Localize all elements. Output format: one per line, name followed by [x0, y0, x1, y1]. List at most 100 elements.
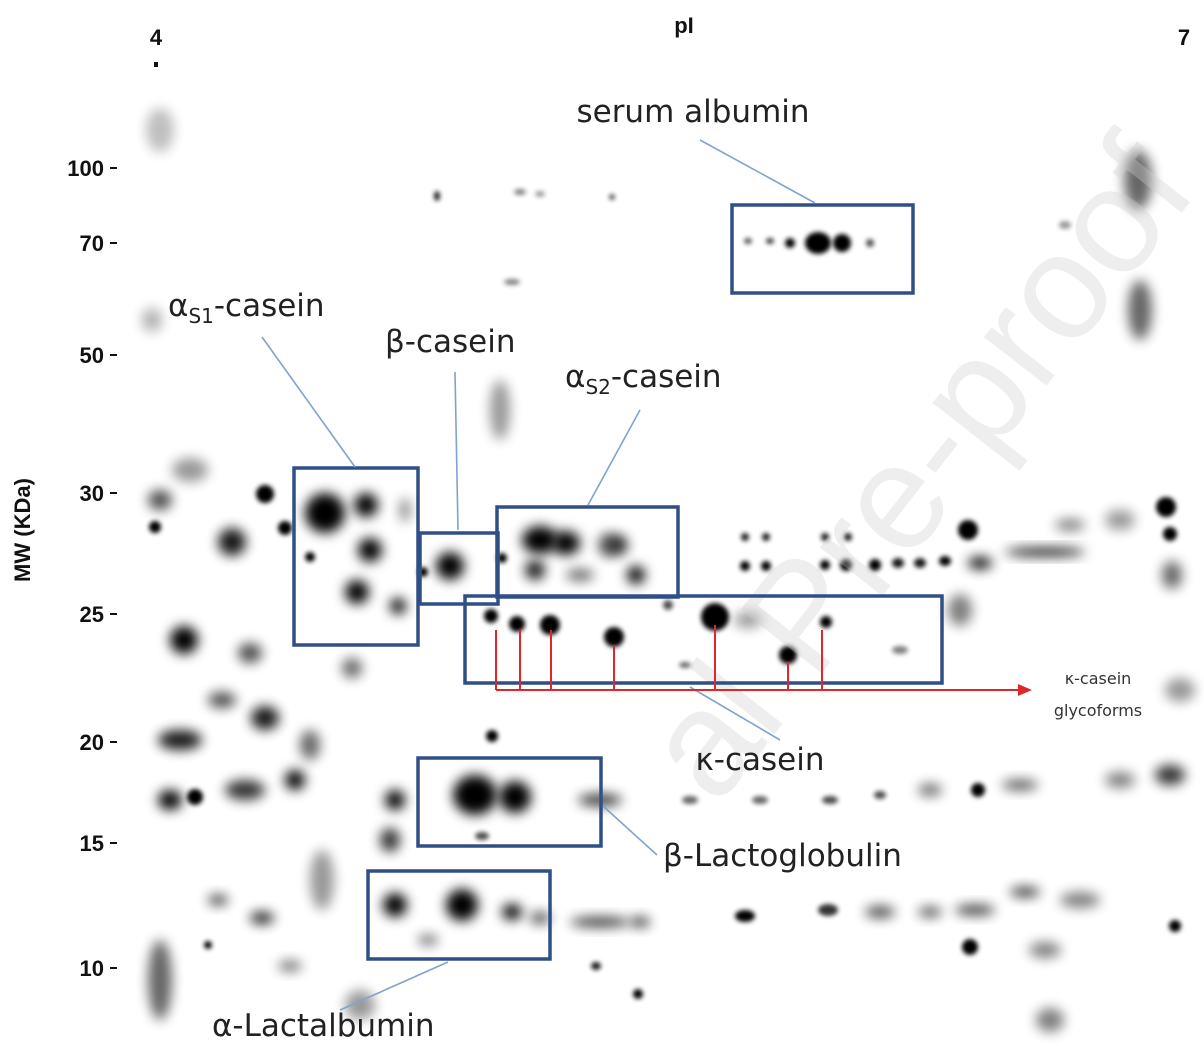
- spot: [148, 490, 172, 510]
- spot: [342, 658, 362, 678]
- spot: [383, 893, 407, 917]
- spot: [149, 521, 161, 533]
- spot: [484, 609, 498, 623]
- spot: [380, 828, 400, 852]
- mw-tick-label: 70: [80, 231, 104, 256]
- spot: [1029, 942, 1061, 958]
- spot: [208, 895, 228, 905]
- spot: [609, 194, 615, 200]
- spot: [874, 791, 886, 799]
- spot: [278, 961, 302, 971]
- spot: [225, 780, 265, 800]
- spot: [208, 692, 236, 708]
- mw-title: MW (KDa): [10, 478, 35, 582]
- spot: [552, 531, 580, 555]
- spot: [805, 232, 831, 254]
- label-rest: -casein: [611, 359, 722, 395]
- spot: [146, 108, 174, 152]
- spot: [285, 770, 305, 790]
- spot: [608, 535, 628, 555]
- pi-mark: [154, 62, 158, 67]
- spot: [238, 643, 262, 663]
- mw-tick-label: 10: [80, 956, 104, 981]
- spot: [250, 912, 274, 924]
- spot: [785, 238, 795, 248]
- spot: [633, 989, 643, 999]
- spot: [305, 493, 345, 533]
- spot: [1156, 497, 1176, 517]
- spot: [570, 917, 630, 927]
- gel-figure: al Pre-proof 4 pI 7 MW (KDa) 10070503025…: [0, 0, 1204, 1046]
- spot: [1155, 765, 1185, 785]
- spot: [256, 485, 274, 503]
- mw-tick-label: 100: [67, 156, 104, 181]
- spot: [475, 832, 489, 840]
- spot: [453, 775, 497, 815]
- spot: [504, 279, 520, 285]
- label-glyco-2: glycoforms: [1054, 701, 1142, 720]
- spot: [418, 935, 438, 945]
- spot: [735, 910, 755, 922]
- spot: [490, 380, 510, 440]
- spot: [744, 238, 752, 244]
- spot: [833, 234, 851, 252]
- spot: [218, 528, 246, 556]
- spot: [630, 917, 650, 927]
- spot: [918, 907, 942, 917]
- spot: [968, 557, 992, 569]
- spot: [892, 646, 908, 654]
- spot: [591, 962, 601, 970]
- spot: [818, 904, 838, 916]
- spot: [436, 552, 464, 580]
- spot: [822, 796, 838, 804]
- spot: [1105, 772, 1135, 788]
- spot: [1105, 510, 1135, 530]
- spot: [310, 850, 334, 910]
- spot: [502, 904, 522, 920]
- spot: [1060, 892, 1100, 908]
- spot: [1005, 548, 1085, 556]
- spot: [509, 616, 525, 632]
- spot: [434, 191, 440, 201]
- mw-tick-label: 20: [80, 730, 104, 755]
- spot: [514, 189, 526, 195]
- mw-tick-label: 25: [80, 602, 104, 627]
- subscript: S2: [585, 375, 610, 399]
- label-b-lactoglobulin: β-Lactoglobulin: [663, 838, 902, 874]
- spot: [354, 493, 378, 517]
- spot: [1010, 887, 1040, 897]
- label-serum-albumin: serum albumin: [576, 94, 809, 130]
- spot: [766, 238, 774, 244]
- spot: [1055, 519, 1085, 531]
- label-b-casein: β-casein: [385, 324, 516, 360]
- pi-left: 4: [150, 25, 163, 50]
- spot: [305, 552, 315, 562]
- spot: [251, 706, 279, 730]
- spot: [682, 796, 698, 804]
- spot: [204, 941, 212, 949]
- label-k-casein: κ-casein: [696, 742, 825, 778]
- spot: [741, 533, 749, 541]
- mw-tick-label: 50: [80, 343, 104, 368]
- label-a-lactalbumin: α-Lactalbumin: [212, 1008, 434, 1044]
- spot: [1163, 527, 1177, 541]
- spot: [1036, 1008, 1064, 1032]
- spot: [158, 790, 182, 810]
- spot: [486, 730, 498, 742]
- spot: [866, 239, 874, 247]
- spot: [300, 730, 320, 760]
- mw-tick-label: 15: [80, 831, 104, 856]
- spot: [170, 626, 198, 654]
- spot: [172, 458, 208, 482]
- greek: α: [565, 359, 585, 395]
- spot: [400, 498, 410, 522]
- spot: [918, 784, 942, 796]
- spot: [535, 191, 545, 197]
- spot: [530, 912, 550, 924]
- spot: [278, 521, 292, 535]
- spot: [604, 627, 624, 647]
- spot: [971, 783, 985, 797]
- spot: [385, 790, 405, 810]
- spot: [187, 789, 203, 805]
- pi-title: pI: [674, 13, 694, 38]
